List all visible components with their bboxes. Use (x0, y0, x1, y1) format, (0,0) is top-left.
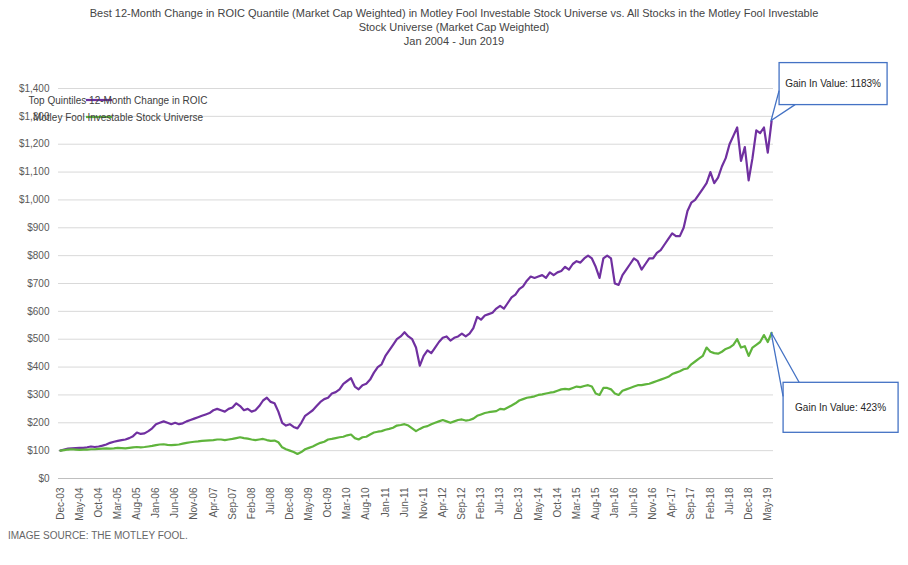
html-text:Best 12-Month Change in ROIC Q: Best 12-Month Change in ROIC Quantile (M… (89, 7, 819, 33)
svg-text:Top Quintiles 12-Month Change: Top Quintiles 12-Month Change in ROIC (29, 95, 208, 106)
svg-text:$100: $100 (27, 445, 50, 456)
svg-text:Jun-06: Jun-06 (169, 487, 180, 518)
svg-text:May-14: May-14 (533, 487, 544, 521)
svg-text:Mar-05: Mar-05 (112, 487, 123, 519)
svg-text:Jul-18: Jul-18 (724, 487, 735, 515)
svg-text:$1,000: $1,000 (19, 194, 50, 205)
svg-text:Jul-08: Jul-08 (265, 487, 276, 515)
svg-text:Dec-08: Dec-08 (284, 487, 295, 520)
svg-text:$800: $800 (27, 250, 50, 261)
svg-text:Aug-10: Aug-10 (360, 487, 371, 520)
svg-text:Feb-13: Feb-13 (475, 487, 486, 519)
svg-text:Jan-11: Jan-11 (380, 487, 391, 517)
svg-text:$900: $900 (27, 222, 50, 233)
html-text:Jan 2004 - Jun 2019: Jan 2004 - Jun 2019 (403, 35, 505, 47)
svg-text:Sep-07: Sep-07 (227, 487, 238, 520)
svg-text:Apr-17: Apr-17 (666, 487, 677, 517)
svg-text:Oct-14: Oct-14 (552, 487, 563, 517)
svg-text:Oct-09: Oct-09 (322, 487, 333, 517)
svg-text:Sep-12: Sep-12 (456, 487, 467, 520)
svg-text:Jun-16: Jun-16 (628, 487, 639, 518)
svg-text:$1,200: $1,200 (19, 138, 50, 149)
svg-text:$700: $700 (27, 278, 50, 289)
svg-text:Jan-06: Jan-06 (150, 487, 161, 518)
svg-text:Motley Fool Investable Stock U: Motley Fool Investable Stock Universe (33, 112, 204, 123)
svg-text:Jul-13: Jul-13 (494, 487, 505, 515)
svg-text:Dec-13: Dec-13 (513, 487, 524, 520)
svg-text:Apr-07: Apr-07 (208, 487, 219, 517)
svg-text:Dec-03: Dec-03 (55, 487, 66, 520)
svg-text:Jan-16: Jan-16 (609, 487, 620, 518)
html-text:IMAGE SOURCE: THE MOTLEY FOOL.: IMAGE SOURCE: THE MOTLEY FOOL. (8, 530, 188, 541)
svg-text:Jun-11: Jun-11 (399, 487, 410, 517)
svg-text:$1,100: $1,100 (19, 166, 50, 177)
svg-text:Mar-15: Mar-15 (571, 487, 582, 519)
svg-text:Nov-16: Nov-16 (647, 487, 658, 520)
svg-text:Gain In Value: 1183%: Gain In Value: 1183% (785, 78, 881, 89)
svg-text:Nov-06: Nov-06 (188, 487, 199, 520)
svg-text:$0: $0 (38, 473, 50, 484)
svg-text:Gain In Value: 423%: Gain In Value: 423% (795, 402, 886, 413)
svg-text:May-19: May-19 (762, 487, 773, 521)
svg-text:Feb-08: Feb-08 (246, 487, 257, 519)
svg-text:Feb-18: Feb-18 (705, 487, 716, 519)
svg-text:$500: $500 (27, 333, 50, 344)
svg-text:Aug-15: Aug-15 (590, 487, 601, 520)
svg-text:Oct-04: Oct-04 (93, 487, 104, 517)
svg-text:Sep-17: Sep-17 (685, 487, 696, 520)
svg-text:$400: $400 (27, 361, 50, 372)
svg-text:$1,400: $1,400 (19, 83, 50, 94)
svg-text:Nov-11: Nov-11 (418, 487, 429, 519)
svg-text:Aug-05: Aug-05 (131, 487, 142, 520)
svg-text:Apr-12: Apr-12 (437, 487, 448, 517)
svg-text:$600: $600 (27, 306, 50, 317)
svg-text:Dec-18: Dec-18 (743, 487, 754, 520)
svg-text:$300: $300 (27, 389, 50, 400)
svg-text:$200: $200 (27, 417, 50, 428)
svg-text:May-04: May-04 (74, 487, 85, 521)
svg-text:May-09: May-09 (303, 487, 314, 521)
svg-text:Mar-10: Mar-10 (341, 487, 352, 519)
